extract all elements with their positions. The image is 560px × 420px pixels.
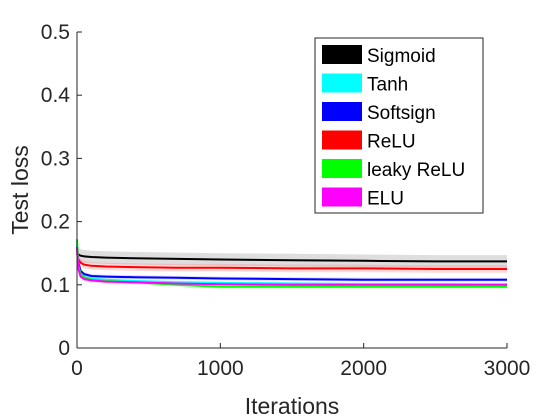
band-softsign [77, 245, 507, 282]
y-tick-label: 0.4 [41, 84, 71, 107]
y-tick-label: 0.5 [41, 21, 70, 44]
legend-label: ELU [367, 189, 404, 210]
series-line-sigmoid [76, 252, 507, 263]
legend-label: Tanh [367, 75, 408, 96]
legend-swatch [322, 130, 362, 150]
y-tick-label: 0.1 [41, 274, 70, 297]
series-line-elu [76, 248, 507, 286]
legend-label: Softsign [367, 103, 436, 124]
legend-label: leaky ReLU [367, 160, 465, 181]
x-tick-label: 3000 [484, 357, 531, 380]
legend-label: Sigmoid [367, 46, 436, 67]
legend-swatch [322, 45, 362, 64]
legend-box [314, 37, 484, 214]
legend-label: ReLU [367, 132, 416, 153]
x-axis-label: Iterations [245, 393, 340, 419]
legend-swatch [322, 187, 362, 207]
band-sigmoid [77, 246, 507, 268]
y-axis-label: Test loss [7, 145, 33, 234]
legend-swatch [322, 159, 362, 178]
x-tick-label: 0 [71, 357, 83, 380]
axis-ticks: 0 1000 2000 3000 0 0.1 0.2 0.3 0.4 0.5 [41, 21, 531, 380]
y-tick-label: 0.2 [41, 211, 70, 234]
legend-swatch [322, 73, 362, 93]
axes [76, 32, 507, 349]
x-tick-label: 2000 [340, 357, 387, 380]
series-line-relu [76, 252, 507, 270]
series-lines [76, 239, 508, 288]
y-tick-label: 0.3 [41, 147, 70, 170]
y-tick-label: 0 [58, 337, 70, 360]
legend: Sigmoid Tanh Softsign ReLU leaky ReLU ELU [314, 37, 484, 214]
band-leaky-relu [77, 237, 507, 289]
legend-swatch [322, 102, 362, 121]
x-tick-label: 1000 [197, 357, 244, 380]
